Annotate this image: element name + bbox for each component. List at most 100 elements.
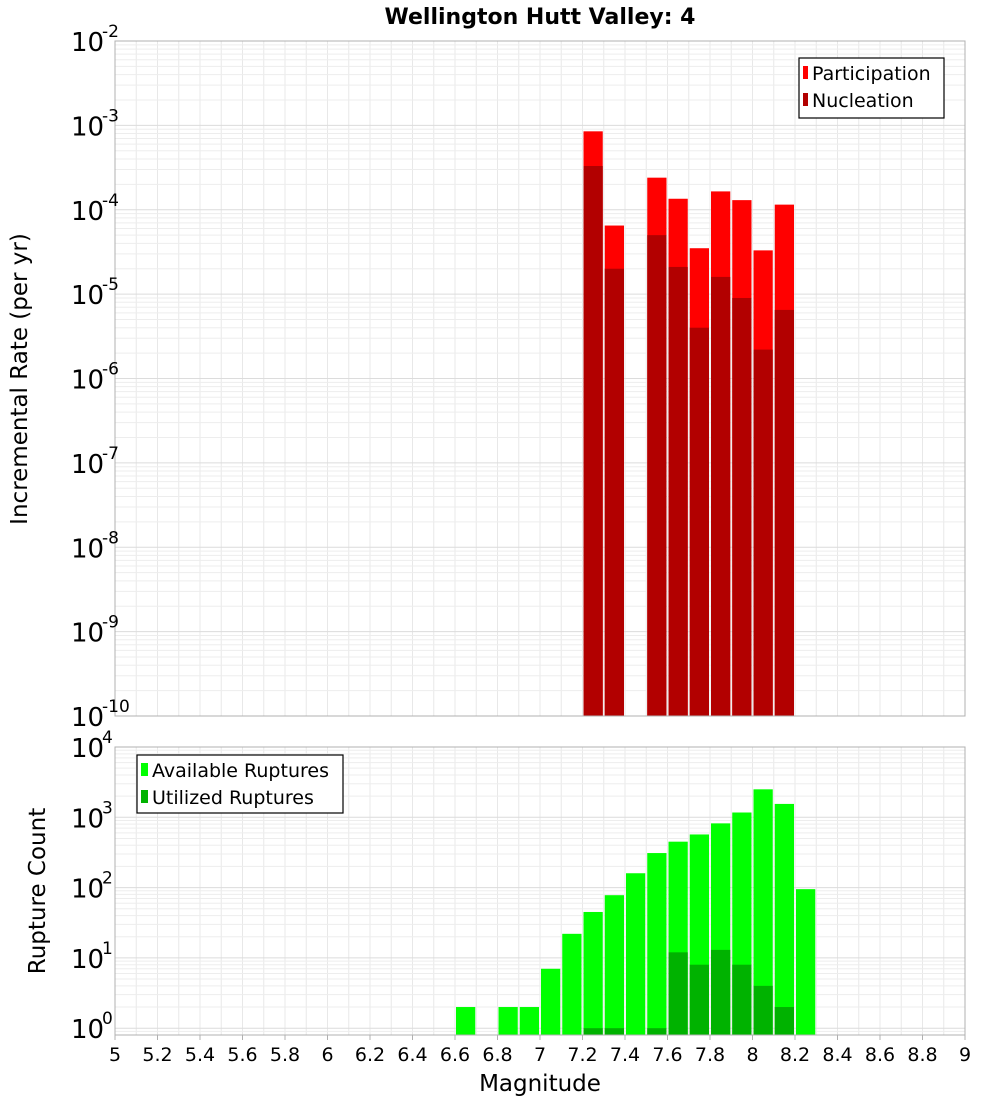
bottom-bar-utilized-ruptures <box>711 949 731 1035</box>
bottom-bar-available-ruptures <box>498 1007 518 1035</box>
bottom-y-tick-label: 101 <box>71 939 113 975</box>
bottom-bar-available-ruptures <box>583 911 603 1035</box>
bottom-bar-utilized-ruptures <box>583 1028 603 1035</box>
x-tick-label: 7.2 <box>567 1044 597 1066</box>
top-y-tick-label: 10-9 <box>71 613 119 649</box>
bottom-bar-utilized-ruptures <box>668 952 688 1035</box>
top-y-axis-label: Incremental Rate (per yr) <box>7 233 33 525</box>
x-tick-label: 8.8 <box>907 1044 937 1066</box>
svg-text:-4: -4 <box>102 191 119 211</box>
bottom-bar-utilized-ruptures <box>774 1007 794 1035</box>
top-legend-swatch <box>803 66 808 79</box>
bottom-bar-utilized-ruptures <box>689 964 709 1035</box>
top-y-tick-label: 10-4 <box>71 191 119 227</box>
top-y-tick-label: 10-2 <box>71 22 119 58</box>
svg-text:10: 10 <box>71 534 104 564</box>
x-tick-label: 6.8 <box>482 1044 512 1066</box>
top-legend-entry: Nucleation <box>812 90 914 112</box>
bottom-legend: Available Ruptures Utilized Ruptures <box>136 754 344 814</box>
svg-text:-2: -2 <box>102 22 119 42</box>
top-legend-entry: Participation <box>812 63 931 85</box>
x-tick-label: 5 <box>109 1044 121 1066</box>
x-axis-label: Magnitude <box>479 1071 601 1097</box>
bottom-legend-swatch <box>141 790 148 803</box>
svg-text:-3: -3 <box>102 106 119 126</box>
x-tick-label: 7.8 <box>695 1044 725 1066</box>
svg-text:-6: -6 <box>102 360 119 380</box>
svg-text:-7: -7 <box>102 444 119 464</box>
svg-text:10: 10 <box>71 945 104 975</box>
bottom-bar-utilized-ruptures <box>753 985 773 1035</box>
svg-text:10: 10 <box>71 112 104 142</box>
svg-text:10: 10 <box>71 703 104 733</box>
bottom-bar-available-ruptures <box>647 853 667 1035</box>
bottom-y-tick-label: 104 <box>71 728 113 764</box>
svg-text:-8: -8 <box>102 528 119 548</box>
top-bar-nucleation <box>583 166 603 717</box>
svg-text:0: 0 <box>102 1009 113 1029</box>
bottom-bar-utilized-ruptures <box>647 1028 667 1035</box>
svg-text:10: 10 <box>71 281 104 311</box>
bottom-bar-available-ruptures <box>541 968 561 1035</box>
svg-text:10: 10 <box>71 197 104 227</box>
x-tick-label: 7 <box>534 1044 546 1066</box>
svg-text:10: 10 <box>71 1015 104 1045</box>
svg-text:-9: -9 <box>102 613 119 633</box>
top-y-tick-label: 10-7 <box>71 444 119 480</box>
svg-text:10: 10 <box>71 450 104 480</box>
bottom-y-tick-label: 100 <box>71 1009 113 1045</box>
bottom-bar-utilized-ruptures <box>604 1028 624 1035</box>
top-y-tick-label: 10-3 <box>71 106 119 142</box>
x-tick-label: 5.4 <box>185 1044 215 1066</box>
top-y-tick-label: 10-10 <box>71 697 130 733</box>
bottom-bar-utilized-ruptures <box>732 964 752 1035</box>
x-tick-label: 5.8 <box>270 1044 300 1066</box>
bottom-bar-available-ruptures <box>796 889 816 1035</box>
svg-text:10: 10 <box>71 734 104 764</box>
svg-text:1: 1 <box>102 939 113 959</box>
bottom-bar-available-ruptures <box>604 895 624 1035</box>
x-tick-label: 5.6 <box>227 1044 257 1066</box>
bottom-bar-available-ruptures <box>626 873 646 1035</box>
bottom-bar-available-ruptures <box>519 1007 539 1035</box>
x-tick-label: 6 <box>321 1044 333 1066</box>
top-legend: Participation Nucleation <box>798 57 945 119</box>
top-legend-swatch <box>803 93 808 106</box>
top-bar-nucleation <box>689 327 709 716</box>
bottom-y-axis-label: Rupture Count <box>25 808 51 974</box>
bottom-bar-available-ruptures <box>456 1007 476 1035</box>
x-tick-label: 6.2 <box>355 1044 385 1066</box>
x-tick-label: 6.4 <box>397 1044 427 1066</box>
top-y-tick-label: 10-8 <box>71 528 119 564</box>
bottom-y-tick-label: 102 <box>71 869 113 905</box>
x-tick-label: 8.4 <box>822 1044 852 1066</box>
bottom-bar-available-ruptures <box>562 933 582 1035</box>
svg-text:10: 10 <box>71 366 104 396</box>
x-tick-label: 5.2 <box>142 1044 172 1066</box>
top-bar-nucleation <box>604 268 624 716</box>
x-tick-label: 8 <box>746 1044 758 1066</box>
svg-text:4: 4 <box>102 728 113 748</box>
top-y-tick-label: 10-6 <box>71 360 119 396</box>
bottom-y-tick-label: 103 <box>71 798 113 834</box>
svg-text:10: 10 <box>71 619 104 649</box>
x-tick-label: 8.2 <box>780 1044 810 1066</box>
bottom-bar-available-ruptures <box>753 789 773 1035</box>
svg-text:3: 3 <box>102 798 113 818</box>
x-tick-label: 8.6 <box>865 1044 895 1066</box>
svg-text:10: 10 <box>71 875 104 905</box>
top-bar-nucleation <box>647 235 667 716</box>
x-tick-label: 9 <box>959 1044 971 1066</box>
bottom-legend-entry: Utilized Ruptures <box>152 787 314 809</box>
top-bar-nucleation <box>732 297 752 716</box>
x-tick-label: 6.6 <box>440 1044 470 1066</box>
chart-title: Wellington Hutt Valley: 4 <box>385 5 696 30</box>
svg-text:10: 10 <box>71 28 104 58</box>
top-bar-nucleation <box>668 266 688 716</box>
bottom-legend-swatch <box>141 763 148 776</box>
top-bar-nucleation <box>711 276 731 716</box>
bottom-legend-entry: Available Ruptures <box>152 760 329 782</box>
svg-text:2: 2 <box>102 869 113 889</box>
svg-text:-5: -5 <box>102 275 119 295</box>
